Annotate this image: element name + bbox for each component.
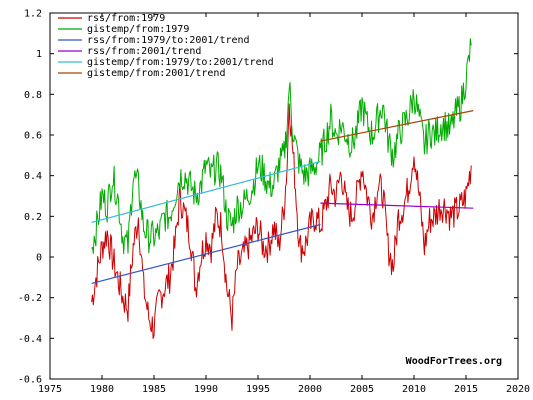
legend-label-3: rss/from:2001/trend <box>87 46 201 57</box>
plot-frame <box>49 12 519 380</box>
x-tick-label: 2005 <box>350 384 374 395</box>
watermark: WoodForTrees.org <box>406 356 502 367</box>
legend-label-2: rss/from:1979/to:2001/trend <box>87 35 250 46</box>
x-tick-label: 1980 <box>90 384 114 395</box>
legend: rss/from:1979gistemp/from:1979rss/from:1… <box>58 13 274 79</box>
series-line-2 <box>91 223 321 284</box>
series-line-5 <box>320 110 474 142</box>
plot-area <box>91 38 474 339</box>
axes: 1975 1980 1985 1990 1995 2000 2005 2010 2015 2020… <box>18 9 530 396</box>
x-tick-label: 2020 <box>506 384 530 395</box>
x-tick-label: 2015 <box>454 384 478 395</box>
x-tick-label: 1990 <box>194 384 218 395</box>
y-tick-label: -0.2 <box>18 293 42 304</box>
legend-label-5: gistemp/from:2001/trend <box>87 68 225 79</box>
x-tick-label: 2010 <box>402 384 426 395</box>
x-tick-label: 1985 <box>142 384 166 395</box>
series-line-4 <box>91 160 321 223</box>
y-tick-label: 0.2 <box>24 212 42 223</box>
series-line-3 <box>320 202 474 209</box>
y-tick-label: 0 <box>36 253 42 264</box>
y-tick-label: 0.4 <box>24 171 42 182</box>
y-tick-label: 0.8 <box>24 90 42 101</box>
y-tick-label: 1 <box>36 49 42 60</box>
y-tick-label: -0.6 <box>18 375 42 386</box>
legend-label-4: gistemp/from:1979/to:2001/trend <box>87 57 274 68</box>
legend-label-1: gistemp/from:1979 <box>87 24 189 35</box>
y-tick-label: 0.6 <box>24 131 42 142</box>
y-tick-label: 1.2 <box>24 9 42 20</box>
x-tick-label: 1995 <box>246 384 270 395</box>
series-line-0 <box>91 103 472 339</box>
legend-label-0: rss/from:1979 <box>87 13 165 24</box>
x-tick-label: 1975 <box>38 384 62 395</box>
y-tick-label: -0.4 <box>18 334 42 345</box>
x-tick-label: 2000 <box>298 384 322 395</box>
